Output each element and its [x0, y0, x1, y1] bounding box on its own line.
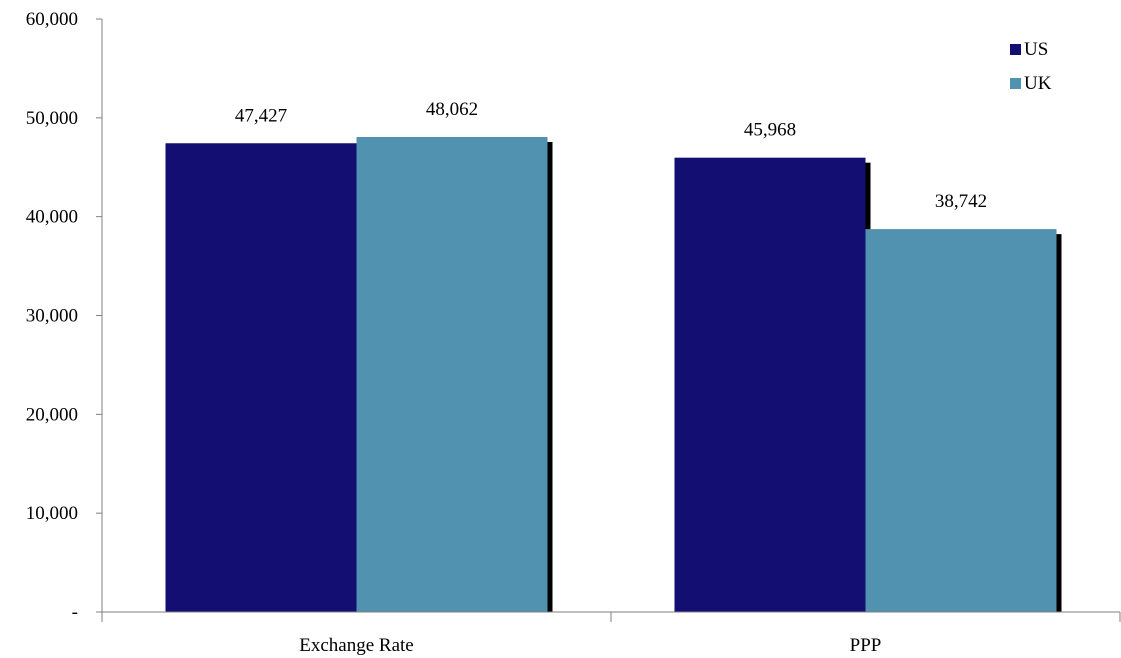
- y-axis-ticks: - 10,000 20,000 30,000 40,000 50,000 60,000: [26, 9, 102, 623]
- bar-us-exchange-rate: [165, 143, 357, 612]
- data-label: 38,742: [935, 191, 987, 212]
- legend-swatch-uk: [1010, 78, 1021, 89]
- x-axis-ticks: [101, 612, 1121, 622]
- y-tick-label: 30,000: [26, 306, 78, 327]
- legend-label-uk: UK: [1024, 73, 1052, 94]
- y-tick-label: -: [72, 602, 78, 623]
- y-tick-label: 10,000: [26, 503, 78, 524]
- y-tick-label: 50,000: [26, 108, 78, 129]
- category-label: PPP: [850, 635, 882, 656]
- data-labels: 47,427 48,062 45,968 38,742: [235, 99, 987, 212]
- bars: [165, 136, 1057, 613]
- legend-swatch-us: [1010, 44, 1021, 55]
- bar-uk-ppp: [865, 229, 1057, 612]
- legend: US UK: [1010, 39, 1052, 94]
- data-label: 45,968: [744, 120, 796, 141]
- data-label: 48,062: [426, 99, 478, 120]
- bar-us-ppp: [674, 157, 866, 613]
- legend-label-us: US: [1024, 39, 1048, 60]
- y-tick-label: 40,000: [26, 207, 78, 228]
- y-tick-label: 60,000: [26, 9, 78, 30]
- data-label: 47,427: [235, 105, 287, 126]
- category-labels: Exchange Rate PPP: [299, 635, 881, 656]
- y-tick-label: 20,000: [26, 404, 78, 425]
- category-label: Exchange Rate: [299, 635, 413, 656]
- bar-uk-exchange-rate: [356, 136, 548, 612]
